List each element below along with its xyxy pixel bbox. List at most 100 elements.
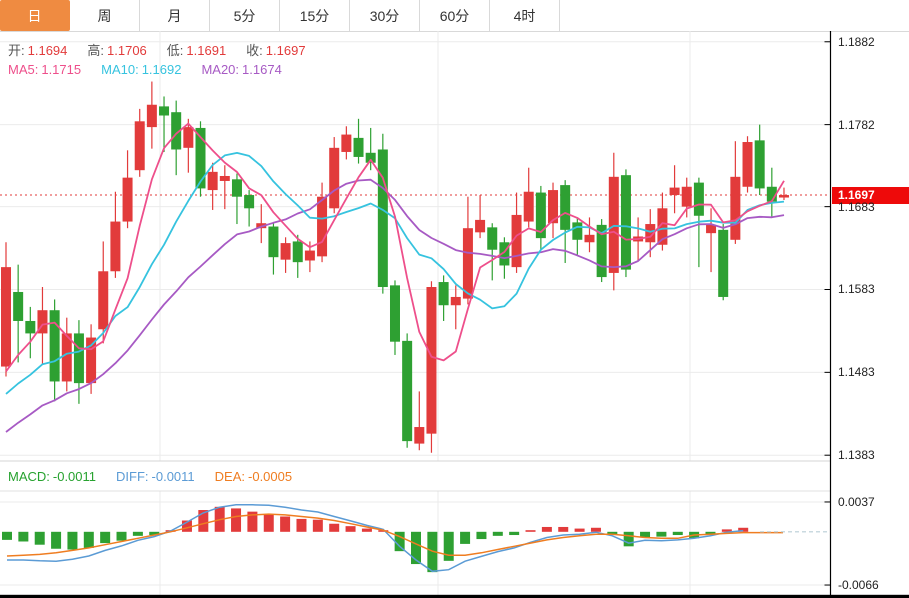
macd-bar-negative xyxy=(83,531,94,548)
candle-down xyxy=(365,152,376,163)
candle-up xyxy=(219,175,230,181)
price-tick-2: 1.1683 xyxy=(838,199,875,214)
candle-up xyxy=(608,176,619,273)
candle-up xyxy=(134,121,145,171)
candle-up xyxy=(742,142,753,187)
maRow-item-1: MA10: 1.1692 xyxy=(101,62,182,77)
price-tick-0: 1.1882 xyxy=(838,34,875,49)
price-tick-5: 1.1383 xyxy=(838,448,875,463)
candle-down xyxy=(195,127,206,189)
candle-up xyxy=(37,310,48,334)
candle-up xyxy=(98,271,109,330)
macd-bar-negative xyxy=(443,531,454,561)
macd-bar-negative xyxy=(476,531,487,540)
ohlcRow-item-3: 收: 1.1697 xyxy=(246,43,306,58)
tab-timeframe-7[interactable]: 4时 xyxy=(490,0,560,31)
candle-up xyxy=(475,219,486,233)
candle-up xyxy=(122,177,133,222)
ohlcRow-item-1: 高: 1.1706 xyxy=(87,43,147,58)
macd-bar-negative xyxy=(67,531,78,550)
candle-up xyxy=(669,187,680,196)
candle-down xyxy=(13,291,24,321)
macd-bar-positive xyxy=(738,527,749,532)
candle-down xyxy=(244,195,255,209)
ohlcRow-item-2: 低: 1.1691 xyxy=(166,43,227,58)
candle-up xyxy=(304,250,315,261)
candle-up xyxy=(584,234,595,243)
macd-bar-positive xyxy=(280,516,291,532)
candle-down xyxy=(693,182,704,216)
ma5-line xyxy=(5,122,785,373)
candle-up xyxy=(523,191,534,222)
macd-bar-positive xyxy=(541,526,552,532)
candle-down xyxy=(159,106,170,116)
candle-up xyxy=(706,224,717,234)
tab-timeframe-5[interactable]: 30分 xyxy=(350,0,420,31)
maRow-item-0: MA5: 1.1715 xyxy=(8,62,82,77)
macd-bar-negative xyxy=(132,531,143,536)
timeframe-tabbar: 日周月 5分 15分 30分 60分 4时 xyxy=(0,0,909,32)
macd-bar-positive xyxy=(231,508,242,532)
macd-bar-negative xyxy=(672,531,683,536)
candle-up xyxy=(207,171,218,191)
macd-bar-negative xyxy=(509,531,520,536)
candle-up xyxy=(414,427,425,444)
candle-up xyxy=(645,224,656,243)
macd-bar-positive xyxy=(590,527,601,532)
ma-readout: MA5: 1.1715 MA10: 1.1692 MA20: 1.1674 xyxy=(8,62,282,77)
macdRow-item-1: DIFF: -0.0011 xyxy=(116,469,195,484)
candle-down xyxy=(292,241,303,263)
tab-timeframe-1[interactable]: 周 xyxy=(70,0,140,31)
candle-down xyxy=(766,186,777,202)
price-tick-3: 1.1583 xyxy=(838,282,875,297)
macd-bar-negative xyxy=(656,531,667,537)
macd-bar-positive xyxy=(361,528,372,532)
ohlcRow-item-0: 开: 1.1694 xyxy=(8,43,68,58)
candle-down xyxy=(572,222,583,240)
last-price-badge: 1.1697 xyxy=(832,187,909,204)
macd-bar-negative xyxy=(149,531,160,536)
macd-bar-positive xyxy=(525,530,536,532)
candle-down xyxy=(718,229,729,297)
bottom-border xyxy=(0,594,909,598)
ohlc-readout: 开: 1.1694 高: 1.1706 低: 1.1691 收: 1.1697 xyxy=(8,40,306,59)
macd-bar-positive xyxy=(329,523,340,532)
candle-down xyxy=(49,310,60,382)
macd-bar-negative xyxy=(460,531,471,544)
tab-timeframe-2[interactable]: 月 xyxy=(140,0,210,31)
candle-down xyxy=(231,179,242,197)
candle-down xyxy=(560,185,571,230)
macd-bar-negative xyxy=(427,531,438,573)
macd-bar-positive xyxy=(263,514,274,532)
macd-bar-negative xyxy=(411,531,421,565)
candle-down xyxy=(438,282,449,306)
macd-bar-negative xyxy=(116,531,127,541)
macd-bar-positive xyxy=(345,526,356,532)
candle-down xyxy=(754,140,765,189)
candle-up xyxy=(450,296,461,306)
candle-down xyxy=(487,227,498,250)
macd-bar-negative xyxy=(623,531,634,547)
ma20-line xyxy=(5,178,785,433)
macd-bar-positive xyxy=(378,530,389,532)
tab-timeframe-4[interactable]: 15分 xyxy=(280,0,350,31)
candle-down xyxy=(402,340,413,442)
tab-timeframe-3[interactable]: 5分 xyxy=(210,0,280,31)
tab-timeframe-6[interactable]: 60分 xyxy=(420,0,490,31)
macd-tick-0: 0.0037 xyxy=(838,494,875,509)
candle-down xyxy=(377,149,388,288)
macd-bar-positive xyxy=(181,520,192,532)
candle-up xyxy=(1,267,11,367)
tab-timeframe-0[interactable]: 日 xyxy=(0,0,70,31)
dea-line xyxy=(6,513,783,557)
candle-down xyxy=(389,285,400,342)
candle-down xyxy=(353,137,364,157)
macd-bar-positive xyxy=(198,510,209,532)
candle-up xyxy=(681,186,692,207)
macd-bar-negative xyxy=(492,531,503,536)
candle-down xyxy=(268,226,279,258)
macd-bar-positive xyxy=(558,526,569,532)
candle-down xyxy=(25,320,36,334)
macd-tick-1: -0.0066 xyxy=(838,578,879,593)
